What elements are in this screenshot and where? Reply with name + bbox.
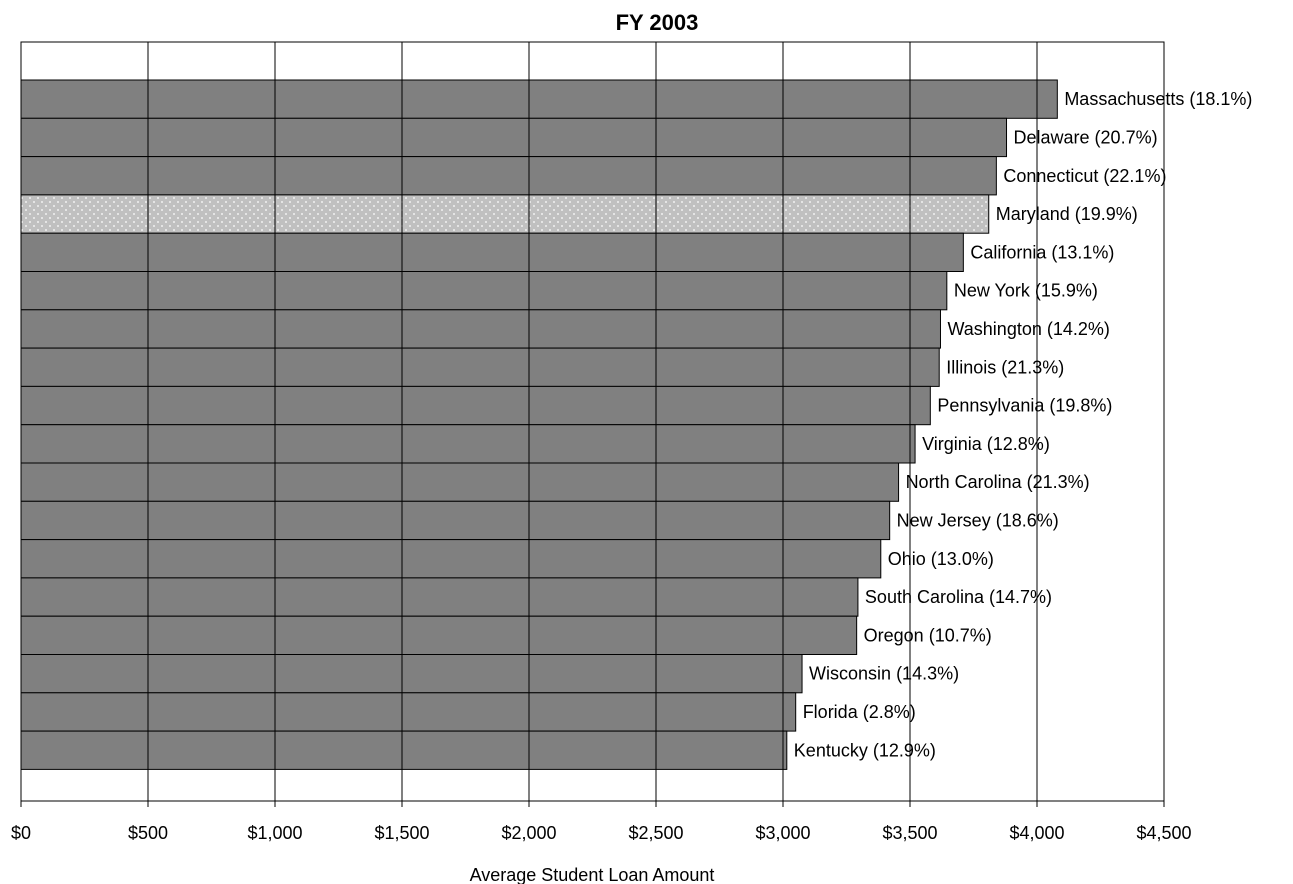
bar [20,79,1058,119]
bar-label: Delaware (20.7%) [1014,127,1158,147]
bar [20,577,859,617]
bar-label: North Carolina (21.3%) [906,472,1090,492]
x-tick-label: $1,000 [247,823,302,843]
x-tick-label: $0 [11,823,31,843]
x-tick-label: $500 [128,823,168,843]
x-axis-title: Average Student Loan Amount [470,865,715,884]
bar [20,156,997,196]
chart-title: FY 2003 [616,10,699,35]
bar-label: Wisconsin (14.3%) [809,664,959,684]
bar [20,539,882,579]
bar [20,462,900,502]
bar-label: New York (15.9%) [954,281,1098,301]
bar-label: Maryland (19.9%) [996,204,1138,224]
bar-label: Kentucky (12.9%) [794,740,936,760]
bar [20,347,940,387]
plot-area: $0 $500 $1,000 $1,500 $2,000 $2,500 $3,000 $3,5… [11,41,1252,843]
bar [20,271,948,311]
bar [20,232,964,272]
bar-label: Florida (2.8%) [803,702,916,722]
bar-label: Illinois (21.3%) [946,357,1064,377]
x-tick-label: $3,500 [882,823,937,843]
x-tick-label: $4,500 [1136,823,1191,843]
bar [20,385,931,426]
bar [20,692,797,732]
bar-label: Massachusetts (18.1%) [1064,89,1252,109]
bar [20,309,941,349]
bar [20,424,916,464]
x-tick-label: $2,000 [501,823,556,843]
bar [20,654,803,694]
bar-label: Washington (14.2%) [947,319,1109,339]
bar [20,615,858,656]
bar-label: South Carolina (14.7%) [865,587,1052,607]
bar [20,500,891,541]
bar-label: Virginia (12.8%) [922,434,1050,454]
x-tick-label: $2,500 [628,823,683,843]
x-tick-label: $3,000 [755,823,810,843]
bar-highlighted [20,194,990,234]
bar-label: California (13.1%) [970,242,1114,262]
bar [20,730,788,770]
x-tick-label: $1,500 [374,823,429,843]
bar-label: Pennsylvania (19.8%) [937,396,1112,416]
bar-label: New Jersey (18.6%) [897,510,1059,530]
bar-label: Connecticut (22.1%) [1003,166,1166,186]
bar [20,117,1008,158]
bar-label: Oregon (10.7%) [864,625,992,645]
bar-label: Ohio (13.0%) [888,549,994,569]
x-tick-label: $4,000 [1009,823,1064,843]
